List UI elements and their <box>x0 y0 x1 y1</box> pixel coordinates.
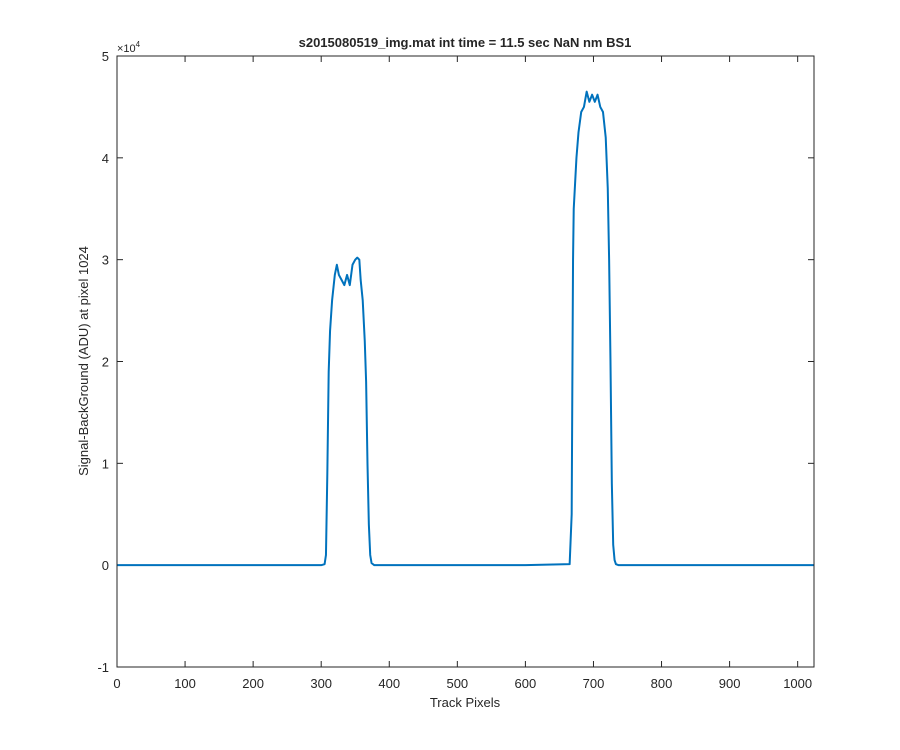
y-tick-label: 2 <box>102 355 109 370</box>
y-axis-exponent-base: ×10 <box>117 43 136 55</box>
x-tick-label: 400 <box>378 676 400 691</box>
x-tick-label: 800 <box>651 676 673 691</box>
series-line <box>117 90 814 567</box>
y-axis-exponent: ×104 <box>117 40 141 55</box>
x-tick-label: 300 <box>310 676 332 691</box>
x-tick-label: 900 <box>719 676 741 691</box>
y-axis-exponent-power: 4 <box>136 40 141 49</box>
x-tick-label: 0 <box>113 676 120 691</box>
x-axis-ticks: 0 100 200 300 400 500 600 700 800 900 1000 <box>113 56 812 691</box>
x-tick-label: 700 <box>583 676 605 691</box>
x-tick-label: 100 <box>174 676 196 691</box>
x-tick-label: 500 <box>446 676 468 691</box>
plot-box <box>116 55 815 668</box>
y-tick-label: 0 <box>102 558 109 573</box>
x-axis-label: Track Pixels <box>430 695 501 710</box>
y-tick-label: 4 <box>102 151 109 166</box>
x-tick-label: 200 <box>242 676 264 691</box>
y-axis-label: Signal-BackGround (ADU) at pixel 1024 <box>76 246 91 476</box>
x-tick-label: 1000 <box>783 676 812 691</box>
plot-area <box>117 56 814 667</box>
y-tick-label: 5 <box>102 49 109 64</box>
x-tick-label: 600 <box>515 676 537 691</box>
y-tick-label: -1 <box>97 660 109 675</box>
y-tick-label: 1 <box>102 456 109 471</box>
chart-title: s2015080519_img.mat int time = 11.5 sec … <box>299 35 632 50</box>
y-tick-label: 3 <box>102 253 109 268</box>
